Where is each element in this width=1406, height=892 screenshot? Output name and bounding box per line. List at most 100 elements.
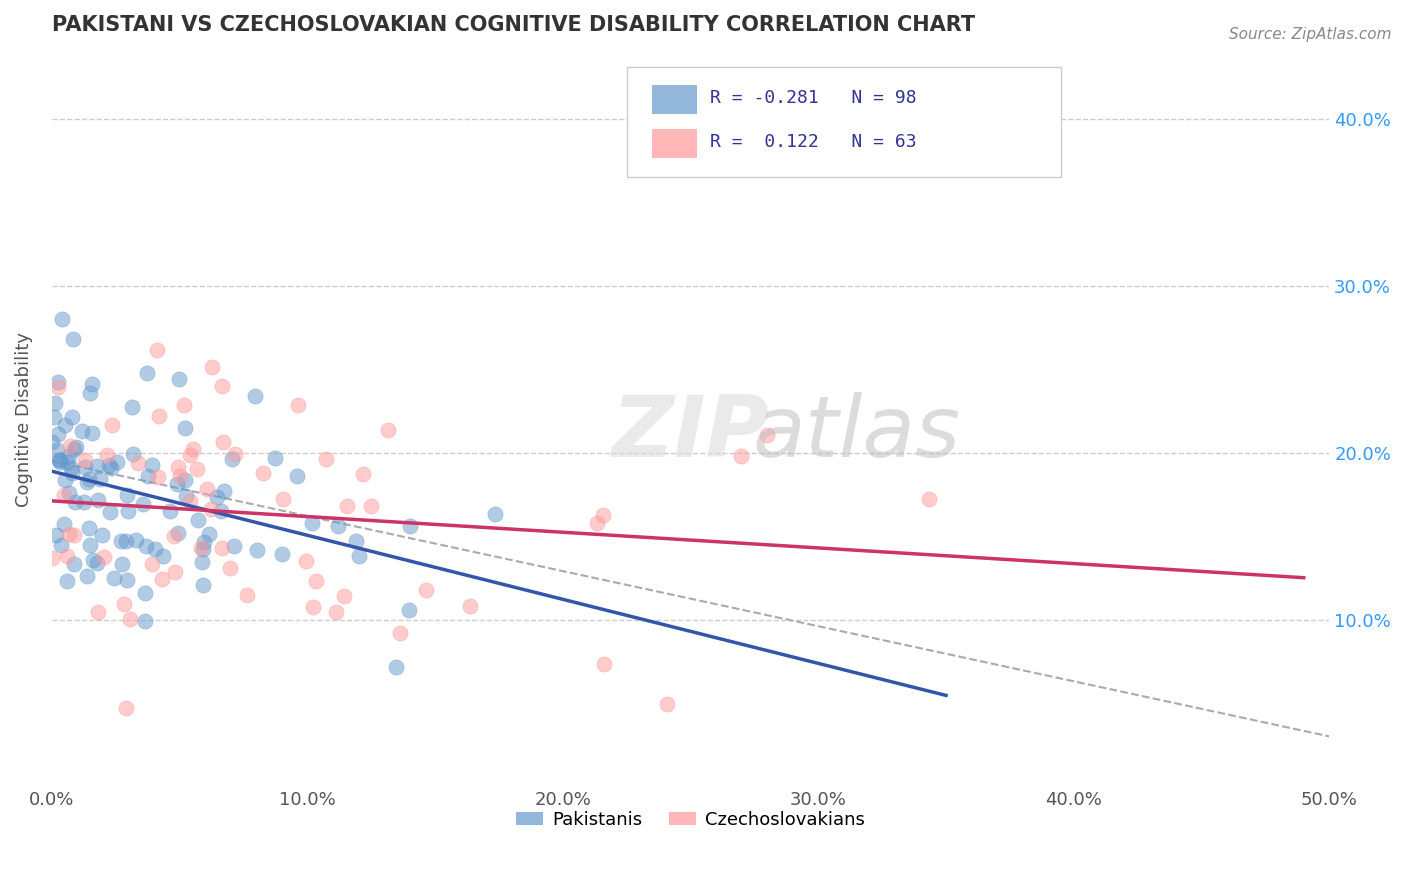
- Point: [80, 376, 103, 391]
- Point: [41, 551, 63, 566]
- Point: [236, 588, 259, 602]
- Point: [105, 455, 128, 469]
- Point: [91, 528, 114, 542]
- Point: [86, 458, 108, 473]
- Point: [730, 449, 752, 463]
- Point: [271, 547, 294, 561]
- Point: [174, 421, 197, 435]
- Point: [163, 529, 186, 543]
- Point: [63, 528, 86, 542]
- Point: [101, 417, 124, 432]
- Point: [179, 448, 201, 462]
- Point: [48, 453, 70, 467]
- Point: [388, 626, 411, 640]
- Point: [87, 492, 110, 507]
- Point: [75, 460, 97, 475]
- Point: [77, 521, 100, 535]
- Point: [76, 475, 98, 489]
- Point: [46, 380, 69, 394]
- Y-axis label: Cognitive Disability: Cognitive Disability: [15, 332, 32, 507]
- Point: [218, 561, 240, 575]
- Point: [657, 697, 679, 711]
- Point: [46, 375, 69, 389]
- Point: [41, 434, 63, 449]
- Point: [377, 423, 399, 437]
- Point: [207, 490, 229, 504]
- FancyBboxPatch shape: [627, 67, 1062, 177]
- Point: [98, 505, 121, 519]
- Point: [167, 460, 190, 475]
- Point: [53, 473, 76, 487]
- Point: [56, 454, 79, 468]
- Point: [200, 502, 222, 516]
- Text: R = -0.281   N = 98: R = -0.281 N = 98: [710, 89, 917, 107]
- Point: [53, 418, 76, 433]
- Point: [96, 448, 118, 462]
- Point: [214, 483, 236, 498]
- Point: [121, 447, 143, 461]
- Text: atlas: atlas: [752, 392, 960, 475]
- Point: [72, 424, 94, 438]
- Point: [138, 468, 160, 483]
- Point: [484, 507, 506, 521]
- Point: [115, 573, 138, 587]
- Point: [195, 482, 218, 496]
- Point: [63, 558, 86, 572]
- Point: [141, 458, 163, 472]
- Point: [135, 539, 157, 553]
- Point: [349, 549, 371, 563]
- Point: [224, 447, 246, 461]
- Point: [315, 452, 337, 467]
- Point: [191, 578, 214, 592]
- Point: [287, 398, 309, 412]
- Point: [80, 425, 103, 440]
- Legend: Pakistanis, Czechoslovakians: Pakistanis, Czechoslovakians: [509, 804, 872, 836]
- Point: [45, 528, 67, 542]
- Point: [118, 612, 141, 626]
- Point: [114, 534, 136, 549]
- Point: [125, 533, 148, 548]
- Point: [134, 615, 156, 629]
- Point: [44, 395, 66, 409]
- Point: [186, 461, 208, 475]
- Point: [163, 565, 186, 579]
- Point: [385, 660, 408, 674]
- Point: [42, 409, 65, 424]
- Point: [325, 605, 347, 619]
- Point: [45, 443, 67, 458]
- Text: ZIP: ZIP: [612, 392, 769, 475]
- Point: [48, 453, 70, 467]
- Point: [918, 492, 941, 507]
- Point: [93, 549, 115, 564]
- Point: [48, 427, 70, 442]
- Point: [65, 440, 87, 454]
- Point: [127, 456, 149, 470]
- Point: [398, 519, 420, 533]
- Point: [181, 442, 204, 456]
- Point: [285, 469, 308, 483]
- Point: [141, 558, 163, 572]
- Point: [301, 516, 323, 530]
- Point: [62, 332, 84, 346]
- Point: [191, 541, 214, 556]
- Point: [190, 541, 212, 556]
- Point: [117, 504, 139, 518]
- Point: [121, 401, 143, 415]
- Point: [86, 556, 108, 570]
- Point: [110, 534, 132, 549]
- Point: [344, 533, 367, 548]
- Point: [333, 589, 356, 603]
- Point: [51, 538, 73, 552]
- Point: [295, 554, 318, 568]
- Text: R =  0.122   N = 63: R = 0.122 N = 63: [710, 133, 917, 152]
- Text: PAKISTANI VS CZECHOSLOVAKIAN COGNITIVE DISABILITY CORRELATION CHART: PAKISTANI VS CZECHOSLOVAKIAN COGNITIVE D…: [52, 15, 974, 35]
- Point: [59, 439, 82, 453]
- Point: [63, 494, 86, 508]
- Point: [51, 312, 73, 326]
- Point: [243, 389, 266, 403]
- Point: [48, 455, 70, 469]
- Point: [592, 508, 614, 523]
- Point: [360, 500, 382, 514]
- Point: [211, 541, 233, 555]
- Point: [169, 468, 191, 483]
